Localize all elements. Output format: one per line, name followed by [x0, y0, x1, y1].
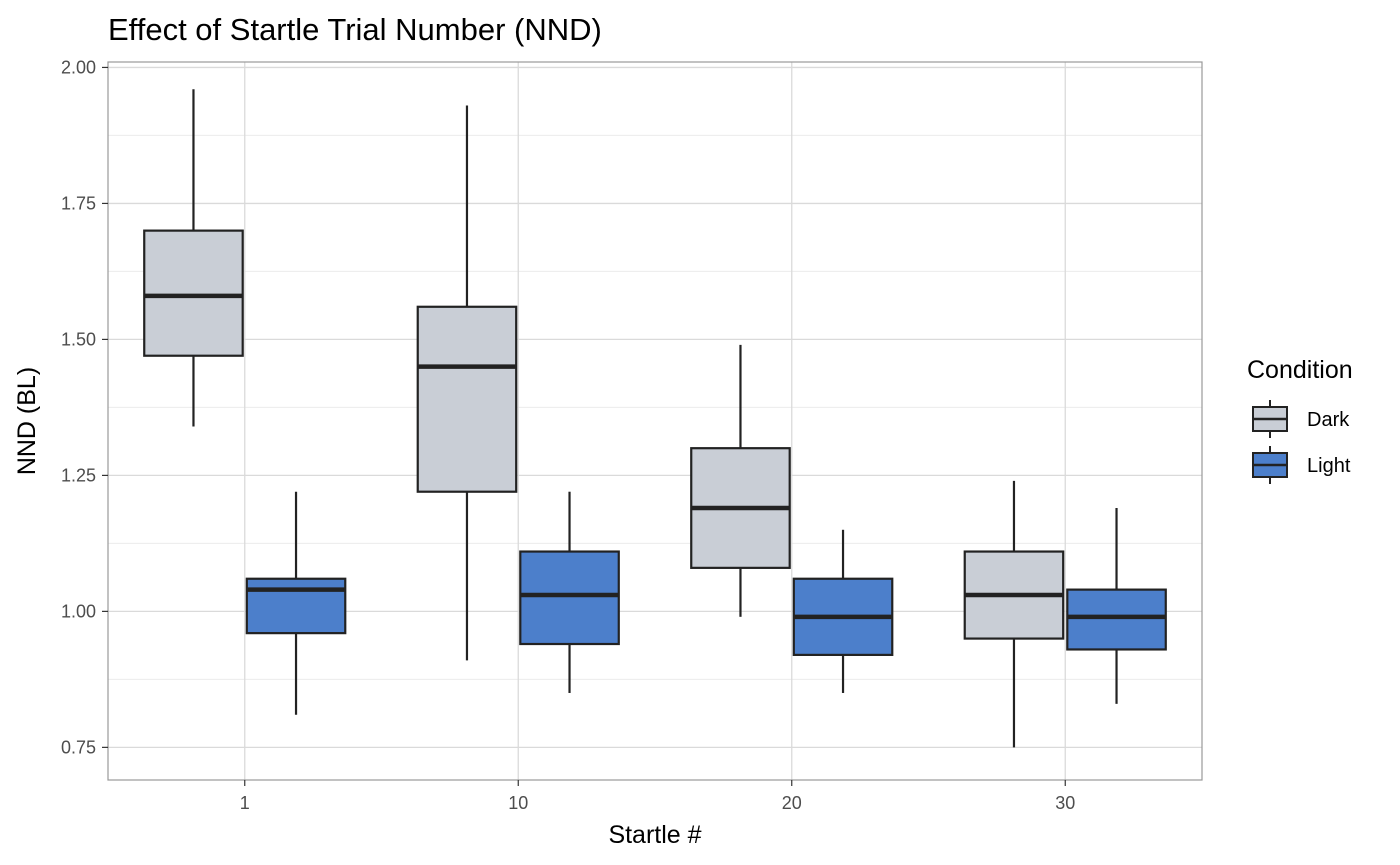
y-tick-label: 0.75	[61, 737, 96, 757]
x-tick-label: 20	[782, 793, 802, 813]
box-iqr	[245, 577, 347, 635]
x-axis-ticks: 1 10 20 30	[240, 780, 1075, 813]
box-dark-30	[963, 480, 1065, 748]
legend-key-light	[1252, 446, 1288, 484]
box-dark-20	[690, 344, 791, 617]
y-tick-label: 1.00	[61, 601, 96, 621]
y-tick-label: 1.50	[61, 329, 96, 349]
legend-key-dark	[1252, 400, 1288, 438]
box-dark-10	[416, 105, 518, 661]
legend: Condition Dark Light	[1247, 356, 1353, 484]
box-iqr	[519, 550, 620, 646]
box-iqr	[1066, 588, 1167, 651]
box-dark-1	[143, 89, 244, 427]
legend-label-light: Light	[1307, 455, 1351, 477]
y-axis-title: NND (BL)	[13, 367, 41, 475]
y-axis-ticks: 0.75 1.00 1.25 1.50 1.75 2.00	[61, 57, 108, 757]
x-tick-label: 10	[508, 793, 528, 813]
plot-panel-border	[107, 61, 1203, 781]
y-tick-label: 2.00	[61, 57, 96, 77]
box-iqr	[416, 305, 518, 493]
boxes	[143, 89, 1167, 748]
y-tick-label: 1.75	[61, 193, 96, 213]
box-light-20	[792, 529, 894, 693]
x-tick-label: 30	[1055, 793, 1075, 813]
x-axis-title: Startle #	[608, 821, 701, 849]
x-tick-label: 1	[240, 793, 250, 813]
chart-title: Effect of Startle Trial Number (NND)	[108, 12, 602, 47]
box-iqr	[143, 229, 244, 357]
box-light-10	[519, 491, 620, 693]
grid	[108, 62, 1202, 780]
legend-label-dark: Dark	[1307, 409, 1350, 431]
box-light-1	[245, 491, 347, 715]
y-tick-label: 1.25	[61, 465, 96, 485]
box-light-30	[1066, 508, 1167, 704]
legend-title: Condition	[1247, 356, 1353, 384]
